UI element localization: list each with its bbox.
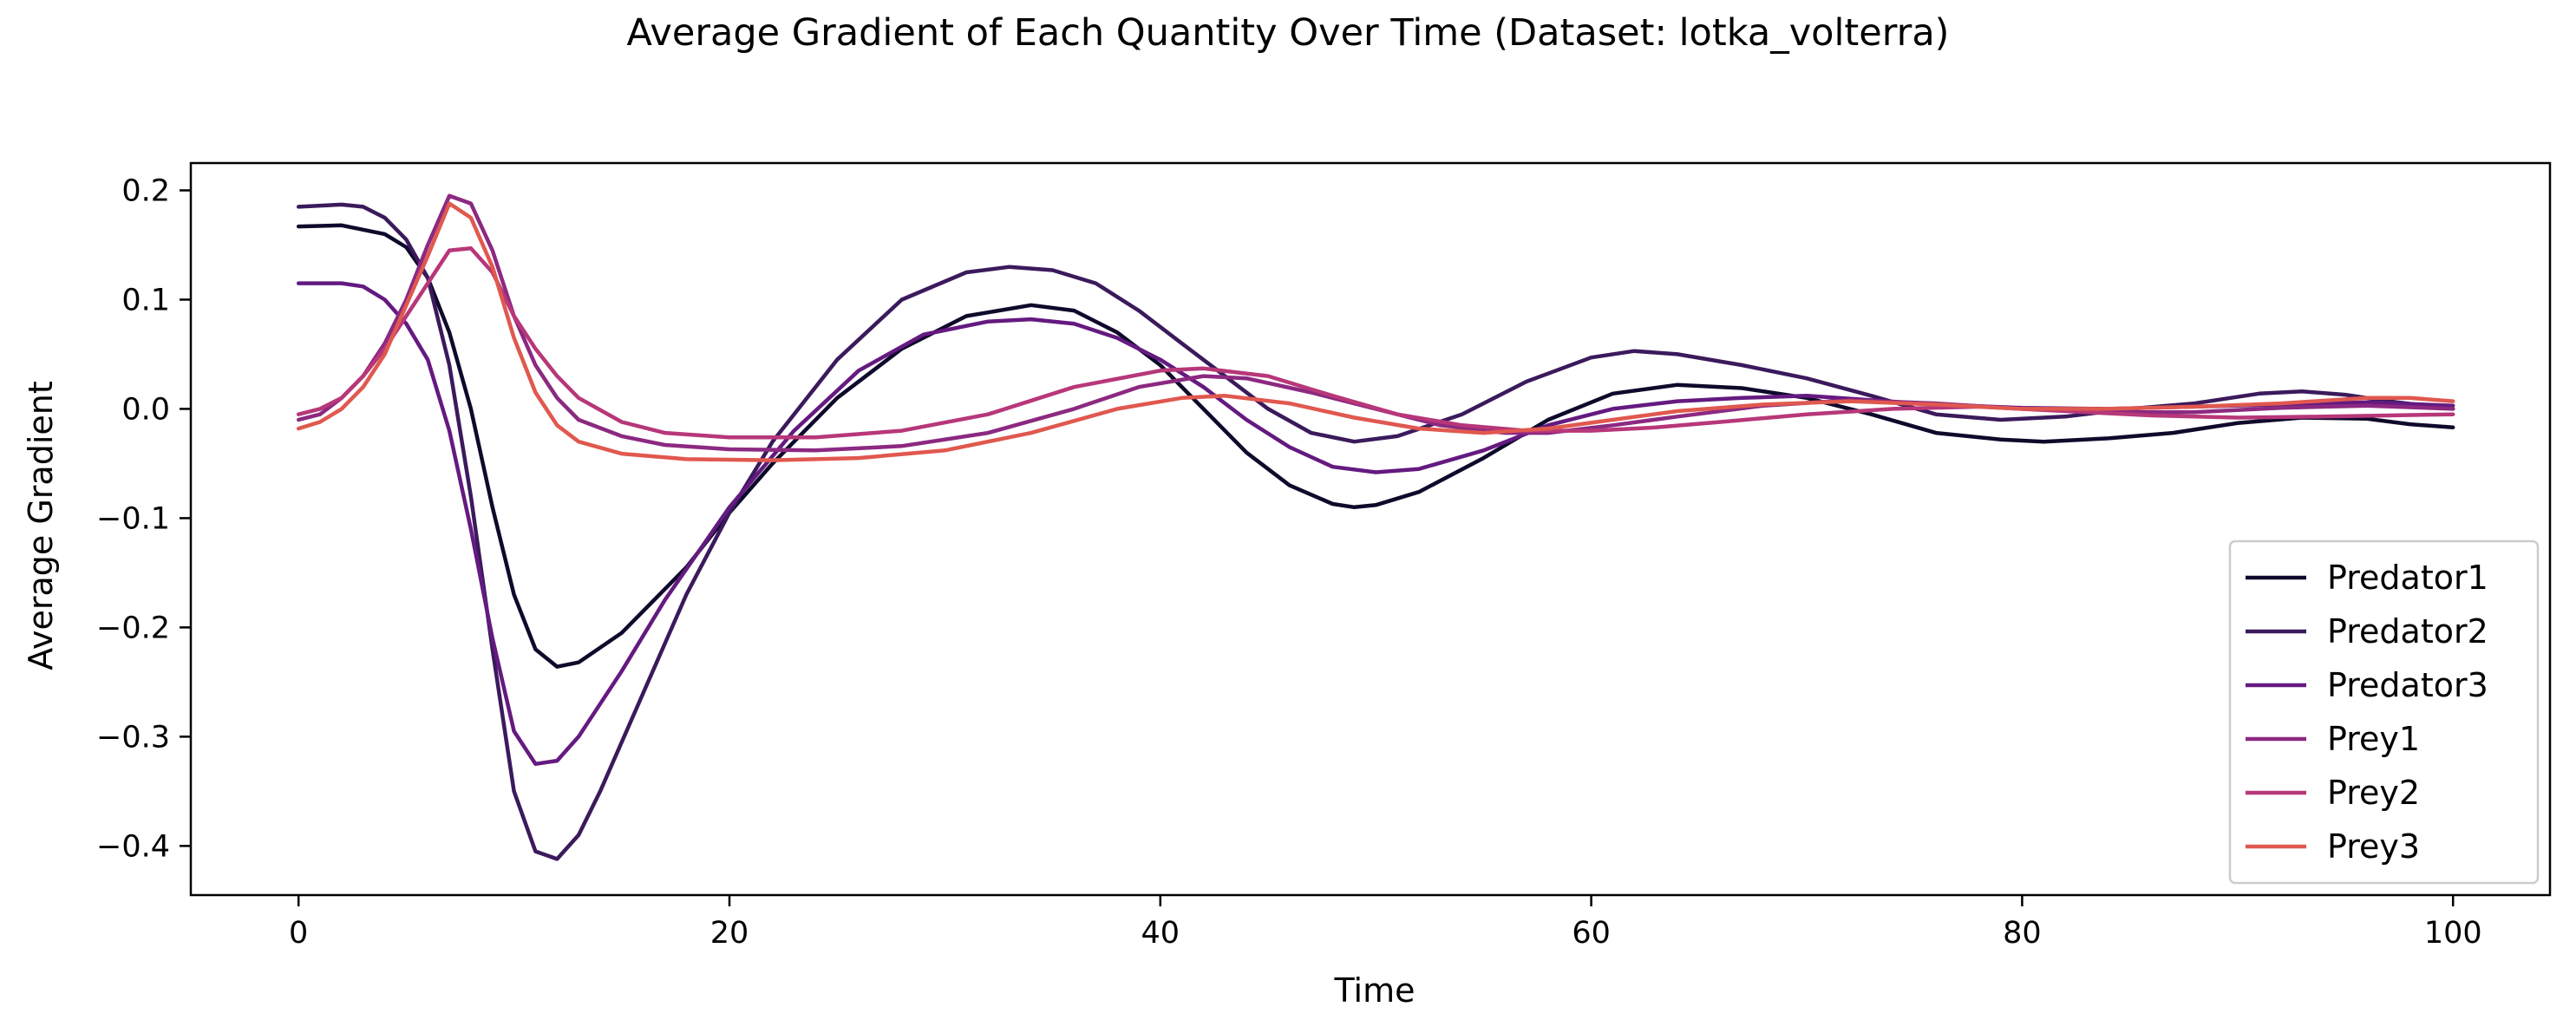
x-tick-label: 0: [289, 916, 308, 951]
y-axis-label: Average Gradient: [22, 381, 60, 670]
x-axis-label: Time: [1334, 971, 1415, 1010]
legend-label-predator1: Predator1: [2327, 559, 2488, 597]
series-line-prey3: [296, 201, 2455, 462]
axes: 0 20 40 60 80 100 0.2 0.1 0.0 −0.1 −0.2 −0.3 −0.4: [96, 161, 2552, 951]
legend-box: [2228, 539, 2540, 885]
x-tick-label: 40: [1141, 916, 1180, 951]
y-tick-label: 0.0: [121, 392, 170, 427]
plot-frame: [189, 161, 2552, 897]
x-tick-label: 20: [710, 916, 749, 951]
legend-label-prey3: Prey3: [2327, 827, 2420, 866]
series-line-predator2: [296, 202, 2455, 861]
chart-title: Average Gradient of Each Quantity Over T…: [627, 11, 1950, 55]
y-tick-label: −0.1: [96, 501, 170, 536]
y-tick-label: −0.2: [96, 611, 170, 645]
x-tick-label: 60: [1572, 916, 1611, 951]
legend-label-predator2: Predator2: [2327, 612, 2488, 651]
series-line-predator3: [296, 281, 2455, 767]
series-line-prey2: [296, 246, 2455, 440]
series-line-predator1: [296, 223, 2455, 669]
legend: Predator1 Predator2 Predator3 Prey1 Prey2 Pre…: [2228, 539, 2540, 885]
series-lines: [296, 193, 2455, 861]
x-tick-label: 100: [2424, 916, 2482, 951]
legend-label-prey2: Prey2: [2327, 774, 2420, 812]
legend-label-predator3: Predator3: [2327, 666, 2488, 704]
legend-label-prey1: Prey1: [2327, 720, 2420, 758]
y-tick-label: 0.2: [121, 173, 170, 208]
x-tick-label: 80: [2003, 916, 2042, 951]
y-tick-label: 0.1: [121, 283, 170, 317]
y-tick-label: −0.4: [96, 829, 170, 864]
series-line-prey1: [296, 193, 2455, 453]
y-tick-label: −0.3: [96, 720, 170, 755]
